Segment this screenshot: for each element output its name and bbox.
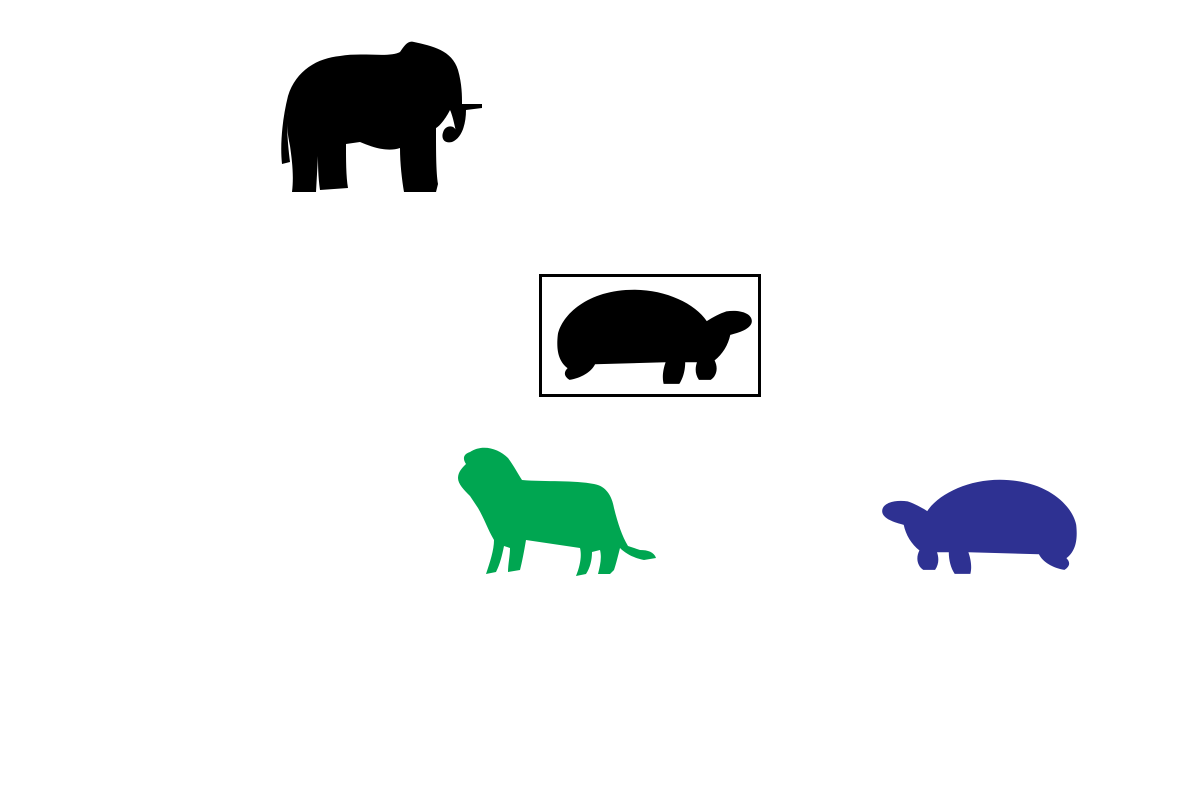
lion-icon — [458, 447, 656, 576]
tortoise-icon — [557, 289, 752, 384]
tortoise-icon — [882, 479, 1077, 574]
elephant-icon — [281, 41, 482, 192]
selection-frame — [539, 274, 761, 397]
